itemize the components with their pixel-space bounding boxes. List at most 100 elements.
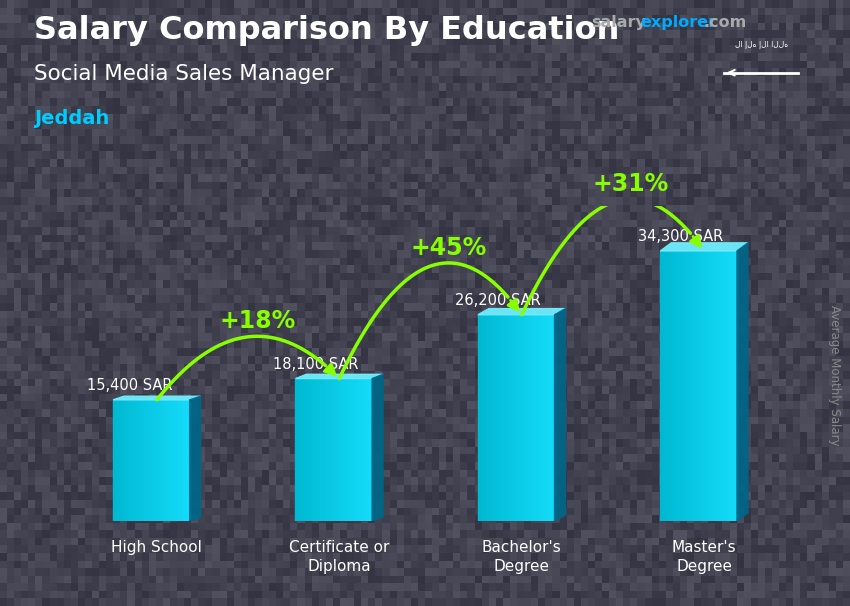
Bar (350, 379, 352, 521)
Text: Bachelor's
Degree: Bachelor's Degree (482, 540, 562, 574)
Bar (549, 315, 551, 521)
Bar (536, 315, 537, 521)
Bar (674, 251, 676, 521)
Bar (348, 379, 349, 521)
Bar (524, 315, 525, 521)
Text: 18,100 SAR: 18,100 SAR (273, 357, 359, 371)
Bar (358, 379, 360, 521)
Bar (684, 251, 686, 521)
Bar (731, 251, 732, 521)
Bar (297, 379, 298, 521)
Bar (722, 251, 724, 521)
Bar (664, 251, 666, 521)
Bar (666, 251, 668, 521)
Bar (337, 379, 338, 521)
Bar (506, 315, 507, 521)
Bar (478, 315, 479, 521)
Bar (131, 400, 133, 521)
Bar (694, 251, 696, 521)
Bar (307, 379, 309, 521)
Bar (510, 315, 512, 521)
Bar (536, 315, 538, 521)
Bar (144, 400, 145, 521)
Bar (711, 251, 713, 521)
Bar (704, 251, 706, 521)
Bar (176, 400, 178, 521)
Bar (182, 400, 184, 521)
Bar (141, 400, 143, 521)
Bar (669, 251, 671, 521)
Bar (139, 400, 140, 521)
Bar (734, 251, 736, 521)
Polygon shape (113, 396, 201, 400)
Bar (513, 315, 515, 521)
Bar (316, 379, 318, 521)
Bar (691, 251, 693, 521)
Text: +18%: +18% (219, 309, 296, 333)
Bar (354, 379, 356, 521)
Bar (122, 400, 123, 521)
Bar (301, 379, 303, 521)
Bar (368, 379, 370, 521)
Bar (118, 400, 120, 521)
Bar (677, 251, 678, 521)
Bar (325, 379, 326, 521)
Bar (493, 315, 495, 521)
Bar (501, 315, 502, 521)
Bar (663, 251, 665, 521)
Bar (149, 400, 150, 521)
Bar (726, 251, 727, 521)
Bar (507, 315, 509, 521)
Bar (174, 400, 176, 521)
Bar (676, 251, 677, 521)
Bar (123, 400, 125, 521)
Bar (355, 379, 357, 521)
Bar (309, 379, 310, 521)
Bar (502, 315, 504, 521)
Bar (339, 379, 341, 521)
Bar (724, 251, 726, 521)
Bar (678, 251, 680, 521)
Bar (306, 379, 308, 521)
Bar (531, 315, 533, 521)
Bar (717, 251, 718, 521)
Bar (551, 315, 553, 521)
Bar (497, 315, 499, 521)
Bar (544, 315, 546, 521)
Bar (521, 315, 523, 521)
Bar (181, 400, 183, 521)
Bar (184, 400, 185, 521)
Bar (178, 400, 180, 521)
Bar (321, 379, 323, 521)
Bar (179, 400, 181, 521)
Bar (163, 400, 165, 521)
Bar (357, 379, 359, 521)
Bar (320, 379, 321, 521)
Bar (525, 315, 527, 521)
Bar (679, 251, 681, 521)
Bar (189, 400, 190, 521)
Bar (541, 315, 543, 521)
Bar (688, 251, 690, 521)
Bar (661, 251, 663, 521)
Bar (529, 315, 530, 521)
Bar (671, 251, 672, 521)
Bar (687, 251, 689, 521)
Bar (116, 400, 118, 521)
Bar (714, 251, 716, 521)
Text: +45%: +45% (411, 236, 486, 260)
Bar (159, 400, 161, 521)
Bar (546, 315, 547, 521)
Bar (114, 400, 116, 521)
Bar (347, 379, 348, 521)
Bar (121, 400, 122, 521)
Text: explorer: explorer (640, 15, 717, 30)
Bar (717, 251, 719, 521)
Bar (299, 379, 301, 521)
Bar (553, 315, 555, 521)
Bar (709, 251, 711, 521)
Bar (534, 315, 536, 521)
Bar (479, 315, 481, 521)
Bar (366, 379, 367, 521)
Bar (172, 400, 173, 521)
